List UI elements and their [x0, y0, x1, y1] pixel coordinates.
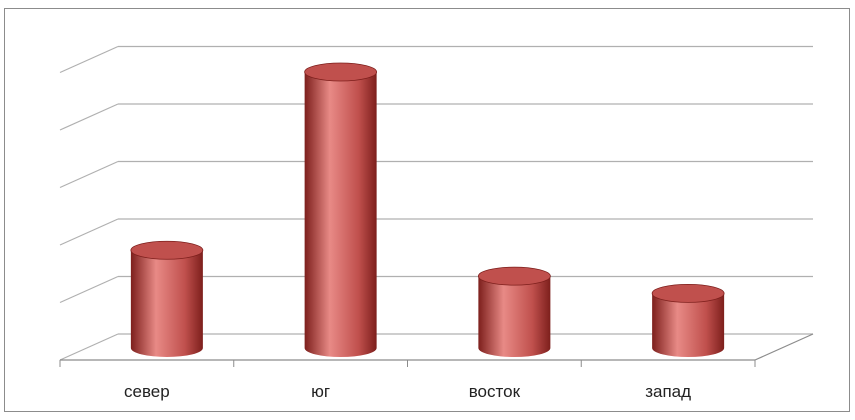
bar-top — [130, 240, 204, 260]
bar-top — [651, 283, 725, 303]
gridline-wall — [59, 103, 119, 131]
bar-top — [304, 62, 378, 82]
bar-body — [304, 72, 377, 357]
bar-body — [478, 276, 551, 357]
gridline-wall — [59, 45, 119, 74]
bar-юг — [304, 62, 378, 357]
bar-восток — [477, 266, 551, 357]
gridline-wall — [59, 218, 119, 246]
bar-запад — [651, 283, 725, 357]
bar-север — [130, 240, 204, 357]
grid — [59, 45, 814, 367]
gridline-wall — [59, 333, 119, 361]
bar-body — [130, 250, 203, 357]
gridline-wall — [59, 160, 119, 189]
bar-top — [477, 266, 551, 286]
bars — [130, 62, 725, 357]
bar-body — [652, 293, 725, 357]
gridline-wall — [59, 275, 119, 304]
x-tick-label: север — [124, 382, 170, 401]
x-tick-label: запад — [645, 382, 691, 401]
x-tick-label: юг — [311, 382, 330, 401]
x-axis-labels: север юг восток запад — [124, 382, 691, 401]
floor-edge — [754, 333, 814, 361]
x-tick-label: восток — [469, 382, 521, 401]
